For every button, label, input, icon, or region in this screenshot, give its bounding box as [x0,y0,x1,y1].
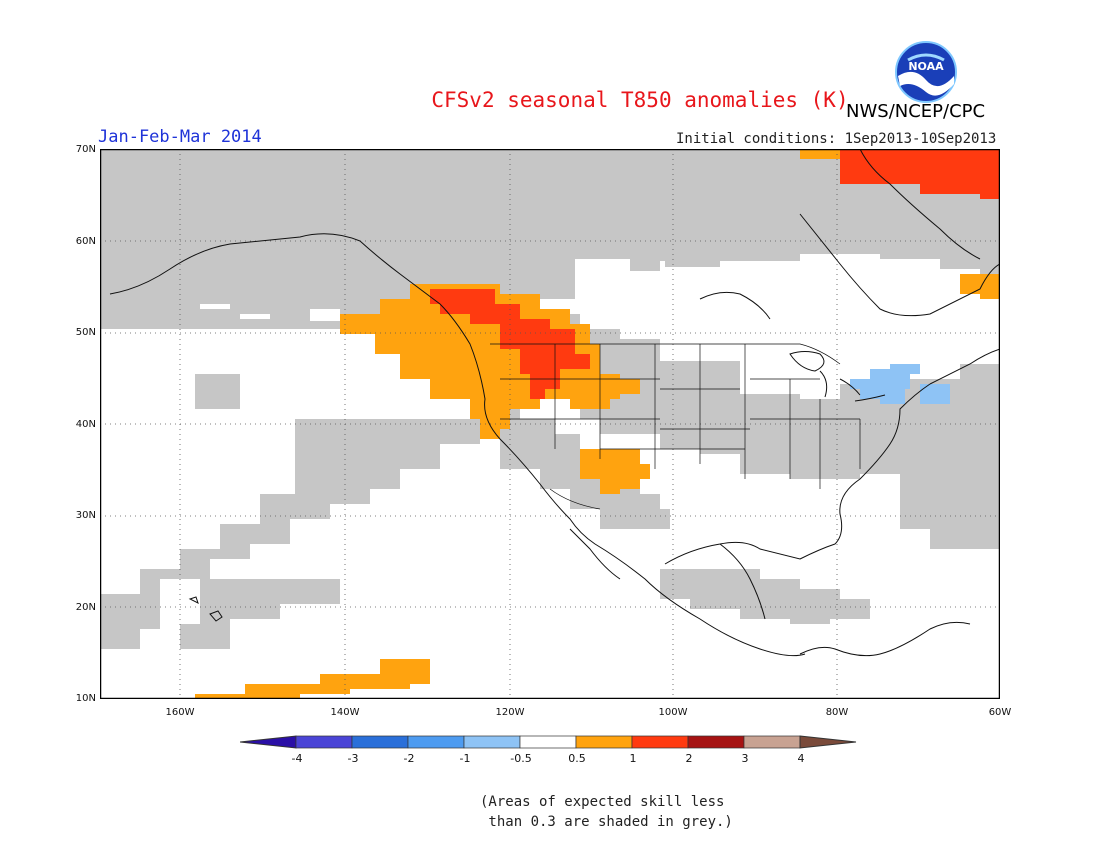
colorbar [240,735,857,749]
colorbar-label: 1 [629,752,637,765]
colorbar-segment [575,735,633,749]
lat-label: 30N [75,510,96,521]
skill-note: (Areas of expected skill less than 0.3 a… [480,792,733,832]
great-lakes [789,351,886,402]
lat-label: 20N [75,602,96,613]
noaa-logo-icon: NOAA [895,41,957,103]
map-title: CFSv2 seasonal T850 anomalies (K) [431,88,849,112]
colorbar-label: 2 [685,752,693,765]
anomaly-map [100,149,1000,699]
coastlines [109,149,1000,657]
colorbar-label: 0.5 [568,752,586,765]
colorbar-segment [687,735,745,749]
colorbar-segment [463,735,521,749]
lon-label: 160W [165,707,195,718]
gridlines [100,149,1000,699]
colorbar-label: -1 [459,752,471,765]
colorbar-label: -0.5 [510,752,532,765]
colorbar-segment [631,735,689,749]
lon-label: 60W [988,707,1012,718]
map-frame [100,149,1000,699]
colorbar-segment [519,735,577,749]
lon-label: 120W [495,707,525,718]
lat-label: 10N [75,693,96,704]
lon-label: 80W [825,707,849,718]
agency-label: NWS/NCEP/CPC [846,101,986,122]
lon-label: 140W [330,707,360,718]
cool-anomaly-neg1-neg0.5 [850,364,950,404]
colorbar-label: 4 [797,752,805,765]
lat-label: 40N [75,419,96,430]
colorbar-label: -2 [403,752,415,765]
colorbar-label: -4 [291,752,303,765]
colorbar-right-arrow [799,735,857,749]
low-skill-grey-regions [100,149,1000,649]
colorbar-segment [407,735,465,749]
lat-label: 60N [75,236,96,247]
logo-text: NOAA [908,60,944,73]
lon-label: 100W [658,707,688,718]
initial-conditions: Initial conditions: 1Sep2013-10Sep2013 [676,131,997,147]
skill-note-line: than 0.3 are shaded in grey.) [480,814,733,830]
forecast-period: Jan-Feb-Mar 2014 [98,127,262,147]
skill-note-line: (Areas of expected skill less [480,794,725,810]
colorbar-left-arrow [240,735,297,749]
colorbar-label: -3 [347,752,359,765]
colorbar-segment [351,735,409,749]
colorbar-label: 3 [741,752,749,765]
colorbar-segment [295,735,353,749]
colorbar-segment [743,735,801,749]
lat-label: 50N [75,327,96,338]
lat-label: 70N [75,144,96,155]
political-boundaries [490,343,861,510]
